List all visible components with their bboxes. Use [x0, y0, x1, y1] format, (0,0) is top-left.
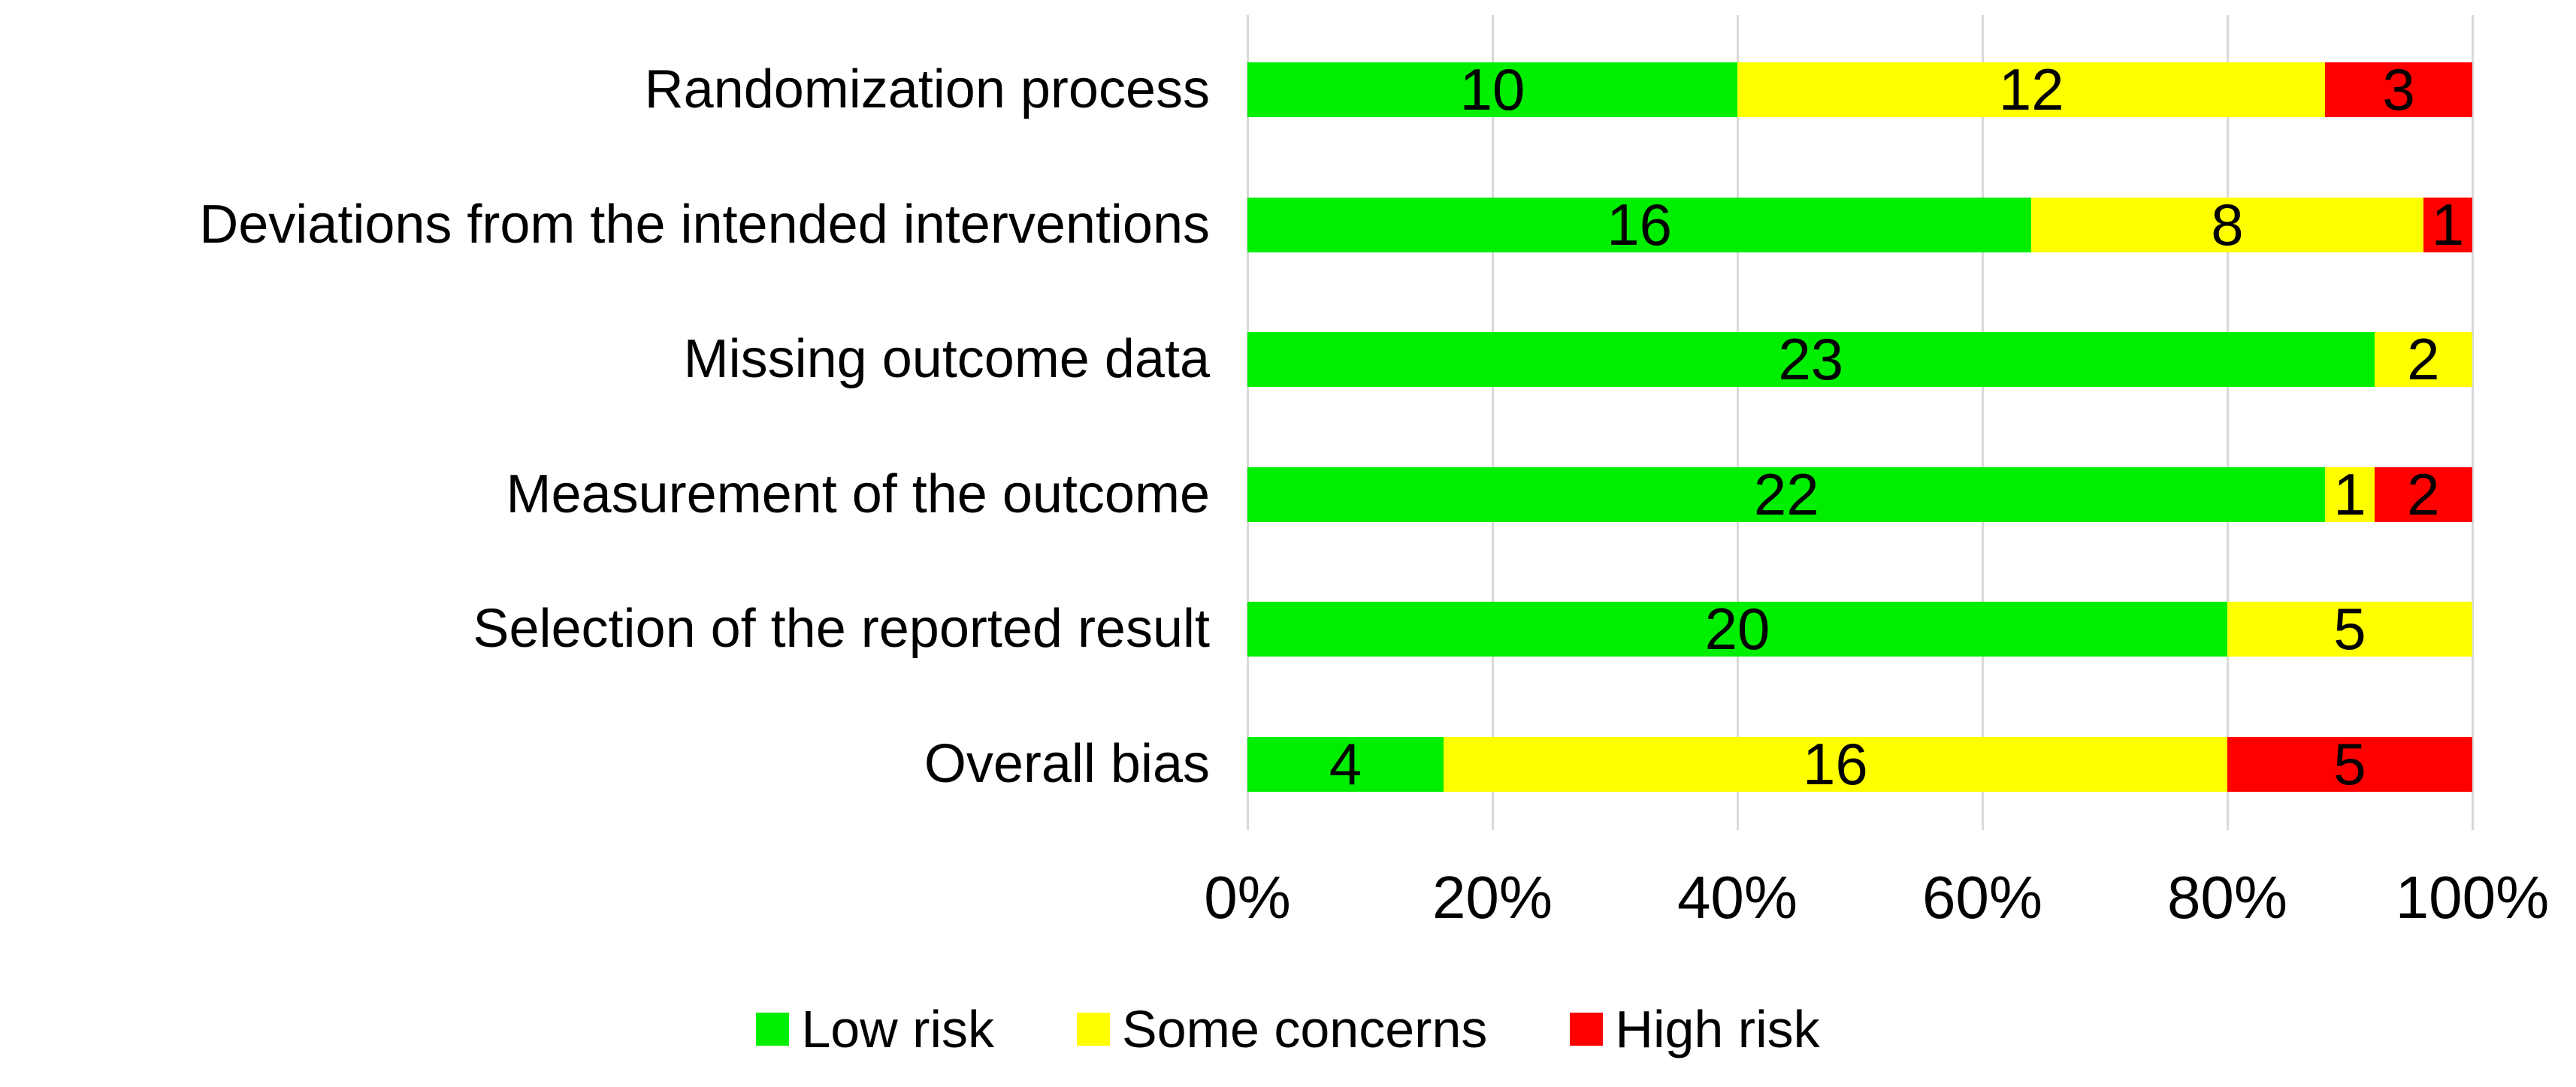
gridline	[2226, 15, 2229, 830]
bar-segment-value: 1	[2333, 460, 2366, 527]
gridline	[2471, 15, 2474, 830]
legend-label: Low risk	[801, 1000, 995, 1058]
bar-segment-value: 22	[1753, 460, 1819, 527]
category-label: Measurement of the outcome	[506, 463, 1211, 524]
bar-segment-value: 5	[2333, 596, 2366, 663]
category-label: Deviations from the intended interventio…	[199, 194, 1210, 255]
bar-segment-some-concerns: 2	[2374, 326, 2472, 393]
bar-segment-value: 3	[2382, 56, 2415, 122]
bar-segment-value: 12	[1998, 56, 2064, 122]
legend-marker-some-concerns	[1077, 1013, 1111, 1046]
category-label: Randomization process	[644, 59, 1210, 119]
bar-segment-high-risk: 5	[2227, 731, 2472, 797]
bar-segment-value: 1	[2431, 191, 2465, 258]
legend-label: Some concerns	[1122, 1000, 1488, 1058]
gridline	[1981, 15, 1984, 830]
gridline	[1736, 15, 1739, 830]
legend-marker-low-risk	[756, 1013, 790, 1046]
bar-segment-some-concerns: 16	[1443, 731, 2227, 797]
x-axis-tick-label: 20%	[1432, 864, 1553, 931]
bar-segment-some-concerns: 5	[2227, 596, 2472, 663]
bar-segment-low-risk: 4	[1247, 731, 1444, 797]
legend-item-high-risk: High risk	[1570, 1000, 1820, 1058]
bar-segment-value: 5	[2333, 731, 2366, 797]
gridline	[1246, 15, 1249, 830]
bar-segment-value: 23	[1778, 326, 1844, 393]
bar-segment-value: 2	[2407, 326, 2440, 393]
x-axis-tick-label: 60%	[1921, 864, 2043, 931]
x-axis-tick-label: 40%	[1677, 864, 1798, 931]
x-axis-tick-label: 0%	[1204, 864, 1291, 931]
bar-segment-some-concerns: 8	[2031, 191, 2423, 258]
bar-segment-value: 8	[2211, 191, 2244, 258]
bar-segment-value: 20	[1704, 596, 1770, 663]
bar-segment-low-risk: 23	[1247, 326, 2375, 393]
bar-segment-high-risk: 3	[2325, 56, 2472, 122]
x-axis-tick-label: 80%	[2166, 864, 2288, 931]
bar-segment-some-concerns: 12	[1737, 56, 2326, 122]
bar-segment-high-risk: 2	[2374, 460, 2472, 527]
bar-segment-low-risk: 22	[1247, 460, 2326, 527]
bar-segment-value: 16	[1607, 191, 1672, 258]
bar-segment-value: 4	[1329, 731, 1362, 797]
legend-label: High risk	[1615, 1000, 1820, 1058]
legend: Low risk Some concerns High risk	[0, 1003, 2576, 1055]
bar-segment-low-risk: 10	[1247, 56, 1737, 122]
bar-segment-low-risk: 16	[1247, 191, 2032, 258]
bar-segment-some-concerns: 1	[2325, 460, 2375, 527]
gridline	[1491, 15, 1494, 830]
bar-segment-low-risk: 20	[1247, 596, 2227, 663]
category-label: Missing outcome data	[683, 329, 1210, 390]
legend-item-low-risk: Low risk	[756, 1003, 994, 1055]
category-label: Overall bias	[924, 734, 1210, 794]
category-label: Selection of the reported result	[473, 599, 1210, 660]
bar-segment-value: 2	[2407, 460, 2440, 527]
legend-item-some-concerns: Some concerns	[1077, 1003, 1487, 1055]
legend-marker-high-risk	[1570, 1013, 1604, 1046]
bar-segment-value: 16	[1803, 731, 1868, 797]
x-axis-tick-label: 100%	[2395, 864, 2550, 931]
bar-segment-high-risk: 1	[2423, 191, 2472, 258]
bar-segment-value: 10	[1459, 56, 1525, 122]
